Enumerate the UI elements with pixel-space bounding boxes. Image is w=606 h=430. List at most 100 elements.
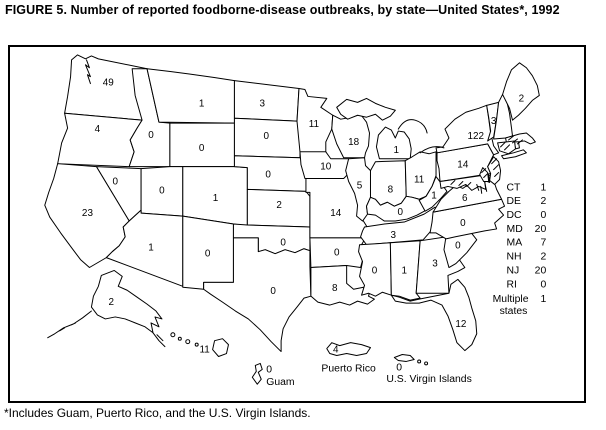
hatch-new-england xyxy=(500,135,523,151)
legend-value-nj: 20 xyxy=(535,265,547,276)
usvi-island-3 xyxy=(424,361,429,366)
value-or: 4 xyxy=(95,124,101,135)
value-sd: 0 xyxy=(263,131,269,142)
state-ky xyxy=(366,195,434,222)
aleutian-islands xyxy=(47,310,92,339)
state-ak xyxy=(90,269,163,334)
value-fl: 12 xyxy=(455,319,466,330)
legend-abbr-nj: NJ xyxy=(507,265,520,276)
value-usvi: 0 xyxy=(396,362,402,373)
lake-erie-outline xyxy=(419,146,445,154)
value-ky: 0 xyxy=(398,207,404,218)
legend-abbr-nh: NH xyxy=(507,252,522,263)
value-vt: 3 xyxy=(491,116,497,127)
value-nc: 0 xyxy=(460,218,466,229)
legend-multiple-line2: states xyxy=(500,306,528,317)
state-nc xyxy=(429,198,506,240)
state-mi xyxy=(375,126,412,160)
hawaii-island-2 xyxy=(177,336,182,341)
legend-value-md: 20 xyxy=(535,224,547,235)
value-hi: 11 xyxy=(199,345,210,356)
value-al: 1 xyxy=(401,265,407,276)
state-tx xyxy=(203,237,312,353)
value-me: 2 xyxy=(519,93,525,104)
value-va: 6 xyxy=(462,193,468,204)
legend-value-dc: 0 xyxy=(540,210,546,221)
value-nd: 3 xyxy=(259,98,265,109)
value-sc: 0 xyxy=(455,241,461,252)
label-guam: Guam xyxy=(266,377,294,388)
legend-abbr-ct: CT xyxy=(507,182,522,193)
legend-value-nh: 2 xyxy=(540,252,546,263)
value-az: 1 xyxy=(148,243,154,254)
value-ok: 0 xyxy=(280,238,286,249)
state-nj xyxy=(487,156,502,185)
value-ca: 23 xyxy=(82,208,94,219)
legend-abbr-de: DE xyxy=(507,196,522,207)
value-nm: 0 xyxy=(205,249,211,260)
value-ia: 10 xyxy=(320,162,332,173)
legend-value-ri: 0 xyxy=(540,279,546,290)
state-mi-upper xyxy=(336,97,396,121)
value-ne: 0 xyxy=(265,170,271,181)
legend-abbr-dc: DC xyxy=(507,210,523,221)
value-mi: 1 xyxy=(394,145,400,156)
value-oh: 11 xyxy=(414,174,425,185)
state-me xyxy=(502,62,540,121)
value-ga: 3 xyxy=(432,259,438,270)
state-de xyxy=(479,167,490,182)
value-mt: 1 xyxy=(199,98,205,109)
label-puerto-rico: Puerto Rico xyxy=(321,363,376,374)
legend-multiple-line1: Multiple xyxy=(493,294,529,305)
legend-value-de: 2 xyxy=(540,196,546,207)
value-nv: 0 xyxy=(113,176,119,187)
value-id: 0 xyxy=(148,130,154,141)
map-frame: 49 4 23 0 0 1 0 0 1 1 0 3 0 0 2 0 0 11 1… xyxy=(8,45,586,403)
value-tx: 0 xyxy=(270,286,276,297)
guam-shape xyxy=(251,362,263,385)
hawaii-big-island xyxy=(212,338,229,357)
value-wa: 49 xyxy=(103,78,115,89)
legend-value-ct: 1 xyxy=(540,182,546,193)
chesapeake-bay-detail xyxy=(476,181,488,194)
state-nd xyxy=(233,80,300,122)
figure-footnote: *Includes Guam, Puerto Rico, and the U.S… xyxy=(4,406,311,420)
value-ks: 2 xyxy=(276,200,282,211)
legend-abbr-md: MD xyxy=(507,224,523,235)
figure-title: FIGURE 5. Number of reported foodborne-d… xyxy=(5,3,560,17)
hawaii-island-3 xyxy=(185,339,191,345)
state-il xyxy=(345,157,371,222)
puerto-rico-shape xyxy=(326,342,371,357)
value-wy: 0 xyxy=(199,143,205,154)
value-puerto-rico: 4 xyxy=(333,345,339,356)
lake-huron-outline xyxy=(397,119,428,134)
value-ar: 0 xyxy=(334,248,340,259)
value-guam: 0 xyxy=(266,364,272,375)
legend-multiple-value: 1 xyxy=(540,294,546,305)
value-pa: 14 xyxy=(457,160,469,171)
label-usvi: U.S. Virgin Islands xyxy=(386,374,471,385)
value-ms: 0 xyxy=(372,265,378,276)
value-mn: 11 xyxy=(309,119,320,130)
state-or xyxy=(57,112,143,168)
state-fl xyxy=(390,278,478,352)
usvi-island-2 xyxy=(417,359,422,364)
value-co: 1 xyxy=(213,193,219,204)
puget-sound-detail xyxy=(84,59,91,85)
state-la xyxy=(310,265,375,306)
value-ny: 122 xyxy=(467,131,484,142)
usvi-shape xyxy=(393,354,415,362)
us-map: 49 4 23 0 0 1 0 0 1 1 0 3 0 0 2 0 0 11 1… xyxy=(44,54,547,388)
value-wv: 1 xyxy=(431,190,437,201)
hawaii-island-4 xyxy=(194,342,199,347)
hawaii-island-1 xyxy=(170,332,176,338)
legend-value-ma: 7 xyxy=(540,238,546,249)
state-mt xyxy=(146,68,235,124)
hatch-mid-atlantic xyxy=(450,158,500,187)
value-il: 5 xyxy=(357,180,363,191)
value-ut: 0 xyxy=(159,185,165,196)
legend-abbr-ri: RI xyxy=(507,279,517,290)
value-tn: 3 xyxy=(391,230,397,241)
value-wi: 18 xyxy=(348,137,360,148)
